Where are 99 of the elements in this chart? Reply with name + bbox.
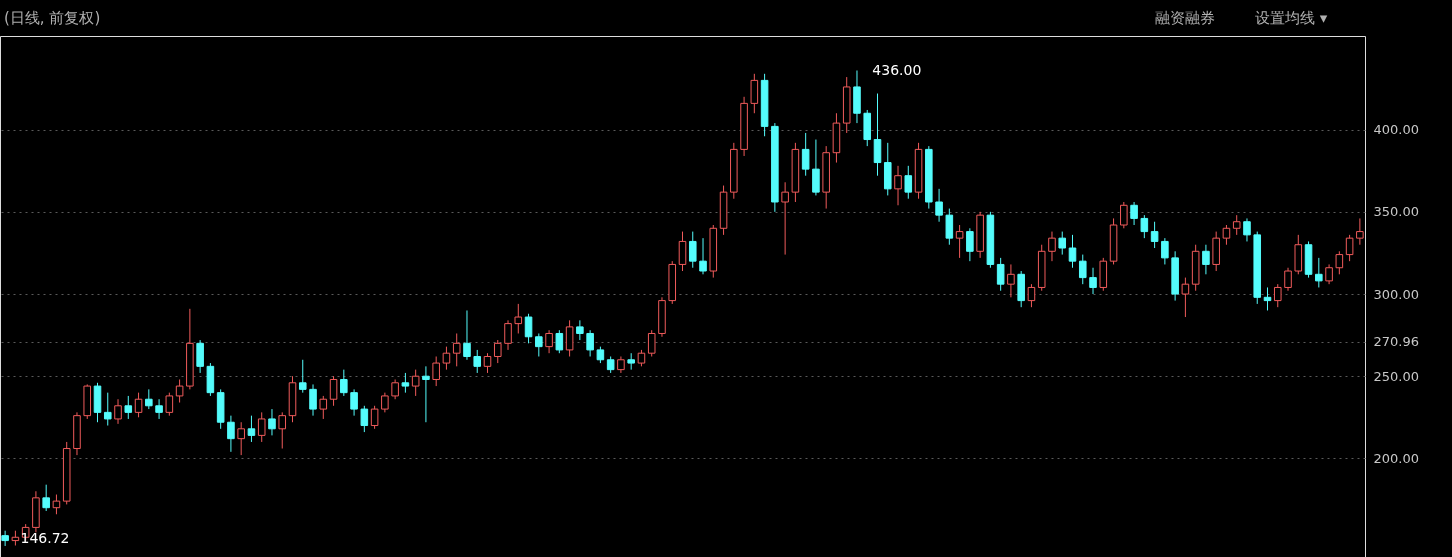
- candlestick: [750, 73, 759, 114]
- candlestick: [1202, 244, 1210, 275]
- annotation: 436.00: [872, 61, 922, 78]
- candlestick: [647, 329, 656, 357]
- annotation: 146.72: [20, 529, 70, 546]
- candlestick: [524, 313, 533, 344]
- y-tick-label: 400.00: [1373, 122, 1419, 138]
- candlestick: [1356, 217, 1364, 246]
- candlestick: [1068, 234, 1077, 269]
- candlestick: [42, 484, 50, 512]
- candlestick: [411, 369, 420, 397]
- candlestick: [699, 237, 707, 275]
- candlestick: [514, 303, 523, 334]
- candlestick: [935, 188, 943, 223]
- candlestick: [955, 224, 964, 259]
- candlestick: [1058, 231, 1067, 256]
- y-tick-label: 270.96: [1373, 334, 1419, 350]
- candlestick: [247, 415, 256, 443]
- candlestick: [175, 379, 184, 404]
- candlestick: [432, 355, 440, 387]
- y-tick-label: 300.00: [1373, 286, 1419, 302]
- candlestick: [576, 319, 584, 341]
- candlestick: [227, 415, 235, 453]
- candlestick: [894, 165, 902, 206]
- candlestick: [873, 93, 882, 177]
- candlestick: [1007, 263, 1015, 298]
- candlestick: [103, 392, 112, 427]
- candlestick: [1222, 224, 1231, 246]
- candlestick: [812, 139, 820, 196]
- candlestick: [165, 392, 174, 417]
- text: 设置均线 ▾: [1255, 9, 1328, 27]
- candlestick: [1078, 254, 1087, 285]
- candlestick: [1181, 277, 1190, 318]
- candlestick: [996, 257, 1005, 292]
- candlestick: [1089, 267, 1097, 295]
- candlestick: [155, 398, 163, 420]
- candlestick: [1345, 234, 1354, 262]
- chart-title: (日线, 前复权): [4, 9, 101, 27]
- candlestick: [1161, 237, 1169, 265]
- candlestick: [781, 181, 789, 256]
- candlestick: [1325, 263, 1333, 285]
- candlestick: [381, 392, 389, 413]
- candlestick: [473, 349, 482, 374]
- candlestick: [319, 395, 328, 420]
- candlestick: [145, 388, 153, 410]
- candlestick: [442, 346, 451, 371]
- candlestick: [966, 227, 974, 262]
- y-tick-label: 200.00: [1373, 450, 1419, 466]
- candlestick: [134, 392, 143, 418]
- candlestick: [493, 339, 502, 364]
- candlestick: [278, 411, 287, 450]
- candlestick: [555, 329, 564, 354]
- candlestick: [340, 369, 348, 397]
- candlestick: [688, 231, 697, 269]
- candlestick: [1335, 250, 1344, 275]
- candlestick: [257, 411, 266, 443]
- candlestick: [586, 329, 594, 357]
- candlestick: [1048, 231, 1056, 262]
- candlestick: [904, 165, 913, 200]
- candlestick: [1273, 283, 1282, 308]
- candlestick: [535, 332, 543, 357]
- candlestick: [483, 352, 492, 374]
- candlestick: [565, 319, 574, 357]
- candlestick: [452, 332, 461, 367]
- candlestick: [196, 339, 204, 374]
- candlestick: [360, 405, 369, 433]
- candlestick: [1, 530, 9, 547]
- y-tick-label: 350.00: [1373, 204, 1419, 220]
- candlestick: [268, 408, 276, 436]
- candlestick: [1140, 214, 1149, 239]
- candlestick: [1027, 283, 1036, 308]
- candlestick: [1232, 214, 1241, 236]
- candlestick: [545, 329, 553, 354]
- candlestick: [422, 365, 430, 423]
- candlestick: [1120, 201, 1128, 229]
- candlestick: [124, 395, 133, 420]
- candlestick: [237, 421, 245, 456]
- candlestick: [504, 319, 512, 351]
- candlestick: [1263, 286, 1272, 311]
- candlestick: [298, 359, 307, 394]
- candlestick: [1150, 221, 1159, 249]
- candlestick: [1243, 217, 1251, 242]
- candlestick: [678, 231, 687, 272]
- candlestick: [309, 383, 317, 417]
- candlestick: [391, 379, 399, 400]
- candlestick: [329, 375, 338, 407]
- candlestick: [801, 132, 810, 177]
- candlestick: [1130, 201, 1138, 226]
- text: 融资融券: [1155, 9, 1215, 27]
- candlestick: [52, 494, 61, 515]
- y-tick-label: 250.00: [1373, 368, 1419, 384]
- candlestick: [114, 398, 122, 425]
- candlestick: [1284, 267, 1292, 292]
- candlestick: [370, 405, 379, 430]
- candlestick: [350, 388, 358, 417]
- candlestick: [1315, 257, 1323, 288]
- candlestick: [401, 372, 410, 394]
- candlestick: [463, 309, 471, 361]
- candlestick: [945, 208, 954, 246]
